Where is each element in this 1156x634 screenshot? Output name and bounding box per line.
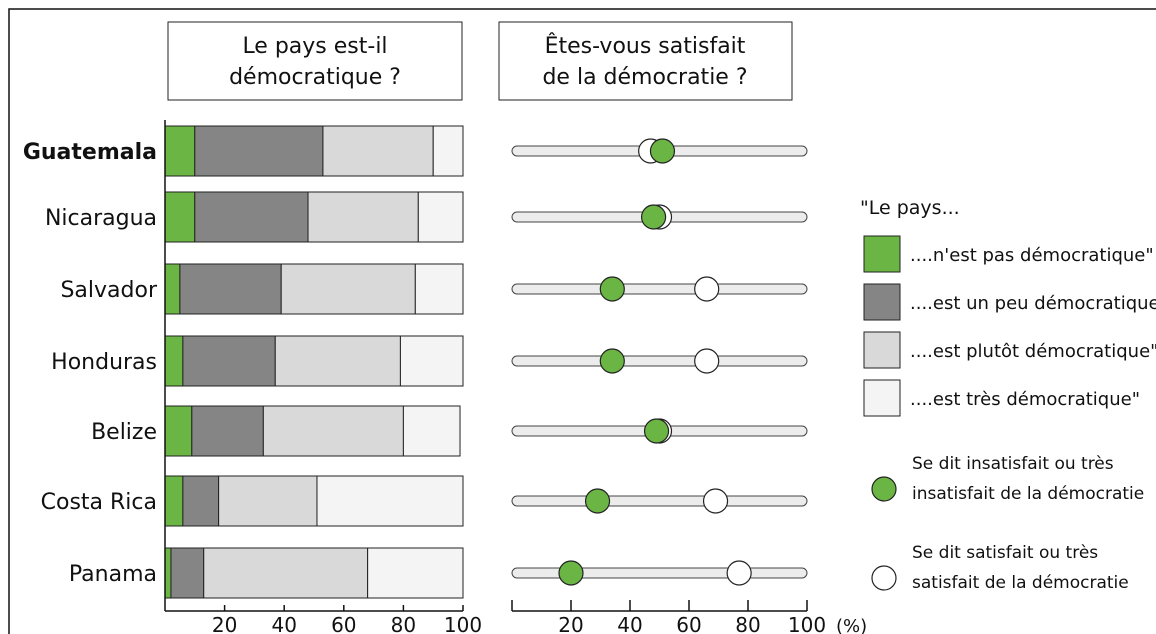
dot-x-tick-label-20: 20: [558, 613, 583, 634]
legend-satisfied-label-1: Se dit satisfait ou très: [912, 543, 1098, 563]
bar-segment-costa-rica-1: [164, 475, 184, 527]
dot-x-tick-label-60: 60: [676, 613, 701, 634]
bar-segment-salvador-3: [280, 263, 416, 315]
dissatisfied-dot-honduras: [599, 348, 625, 374]
bar-segment-guatemala-2: [194, 125, 324, 177]
legend-label-4: ....est très démocratique": [910, 389, 1140, 410]
bar-x-tick-label-100: 100: [444, 613, 482, 634]
bar-segment-belize-3: [262, 405, 404, 457]
bar-segment-guatemala-4: [432, 125, 464, 177]
bar-segment-belize-1: [164, 405, 193, 457]
satisfied-dot-panama: [726, 560, 752, 586]
bar-segment-panama-2: [170, 547, 205, 599]
dot-track-honduras: [511, 355, 808, 367]
legend-dissatisfied-label-1: Se dit insatisfait ou très: [912, 454, 1114, 474]
dot-chart-title-line-2: de la démocratie ?: [542, 65, 747, 90]
bar-segment-belize-4: [402, 405, 461, 457]
country-label-guatemala: Guatemala: [23, 140, 157, 165]
satisfied-dot-honduras: [694, 348, 720, 374]
bar-segment-salvador-1: [164, 263, 181, 315]
bar-segment-salvador-2: [179, 263, 282, 315]
bar-x-tick-label-40: 40: [271, 613, 296, 634]
legend-dissatisfied-dot: [871, 476, 897, 502]
bar-chart-title-box: [167, 21, 463, 101]
country-label-salvador: Salvador: [60, 278, 157, 303]
dot-chart: 20 40 60 80 100 (%): [511, 138, 867, 634]
country-label-panama: Panama: [69, 562, 157, 587]
dot-x-tick-label-40: 40: [617, 613, 642, 634]
legend-swatch-2: [863, 283, 901, 321]
country-label-costa-rica: Costa Rica: [41, 490, 157, 515]
legend-dissatisfied-label-2: insatisfait de la démocratie: [912, 484, 1144, 504]
satisfied-dot-costa-rica: [702, 488, 729, 514]
bar-segment-nicaragua-2: [194, 191, 309, 243]
dot-x-unit-label: (%): [836, 616, 867, 634]
dot-track-salvador: [511, 283, 808, 295]
country-label-belize: Belize: [91, 420, 157, 445]
dot-x-tick-label-100: 100: [788, 613, 826, 634]
legend-label-1: ....n'est pas démocratique": [910, 245, 1154, 266]
dissatisfied-dot-salvador: [599, 276, 625, 302]
dissatisfied-dot-costa-rica: [584, 488, 611, 514]
figure-frame: [8, 8, 1156, 634]
dot-chart-title-line-1: Êtes-vous satisfait: [545, 33, 746, 59]
legend-label-3: ....est plutôt démocratique": [910, 341, 1156, 362]
bar-segment-belize-2: [191, 405, 264, 457]
dissatisfied-dot-panama: [558, 560, 584, 586]
bar-segment-panama-1: [164, 547, 172, 599]
dissatisfied-dot-belize: [643, 418, 670, 444]
legend: "Le pays... ....n'est pas démocratique".…: [860, 197, 1156, 593]
bar-segment-costa-rica-4: [316, 475, 464, 527]
bar-segment-nicaragua-1: [164, 191, 196, 243]
bar-segment-panama-3: [203, 547, 369, 599]
dot-track-costa-rica: [511, 495, 808, 507]
country-label-nicaragua: Nicaragua: [45, 206, 157, 231]
bar-segment-honduras-4: [399, 335, 464, 387]
bar-segment-honduras-2: [182, 335, 276, 387]
bar-x-tick-label-20: 20: [212, 613, 237, 634]
satisfied-dot-salvador: [694, 276, 720, 302]
bar-segment-honduras-3: [274, 335, 401, 387]
legend-satisfied-dot: [871, 565, 897, 591]
bar-segment-salvador-4: [414, 263, 464, 315]
bar-chart: Guatemala Nicaragua Salvador Honduras Belize…: [23, 120, 482, 634]
bar-chart-title-line-2: démocratique ?: [229, 65, 401, 90]
bar-segment-nicaragua-3: [307, 191, 419, 243]
bar-chart-title-line-1: Le pays est-il: [242, 34, 387, 59]
legend-heading: "Le pays...: [860, 197, 960, 219]
bar-segment-panama-4: [367, 547, 464, 599]
country-label-honduras: Honduras: [51, 350, 157, 375]
dot-chart-title-box: [498, 21, 793, 101]
legend-swatch-4: [863, 379, 901, 417]
legend-swatch-3: [863, 331, 901, 369]
bar-segment-costa-rica-2: [182, 475, 220, 527]
legend-satisfied-label-2: satisfait de la démocratie: [912, 573, 1129, 593]
dissatisfied-dot-guatemala: [649, 138, 676, 164]
bar-segment-guatemala-1: [164, 125, 196, 177]
bar-segment-honduras-1: [164, 335, 184, 387]
dot-track-panama: [511, 567, 808, 579]
legend-label-2: ....est un peu démocratique': [910, 293, 1156, 314]
bar-segment-nicaragua-4: [417, 191, 464, 243]
dissatisfied-dot-nicaragua: [640, 204, 667, 230]
bar-x-tick-label-80: 80: [391, 613, 416, 634]
bar-segment-costa-rica-3: [218, 475, 318, 527]
bar-segment-guatemala-3: [322, 125, 434, 177]
legend-swatch-1: [863, 235, 901, 273]
dot-x-tick-label-80: 80: [735, 613, 760, 634]
bar-x-tick-label-60: 60: [331, 613, 356, 634]
